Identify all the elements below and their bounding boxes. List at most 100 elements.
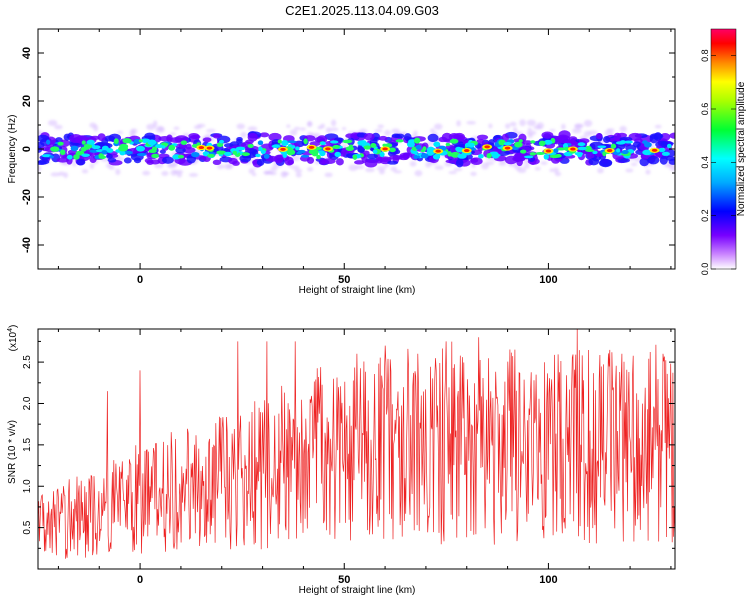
band-cell bbox=[295, 146, 300, 151]
band-cell bbox=[372, 149, 378, 154]
band-speckle bbox=[429, 128, 435, 133]
band-hotspot bbox=[308, 145, 315, 149]
band-cell bbox=[449, 138, 459, 144]
band-cell bbox=[503, 141, 512, 146]
band-cell bbox=[574, 152, 584, 156]
band-speckle bbox=[554, 171, 562, 177]
band-speckle bbox=[38, 165, 42, 172]
band-speckle bbox=[286, 124, 291, 128]
band-speckle bbox=[552, 167, 559, 173]
band-cell bbox=[177, 154, 185, 159]
band-cell bbox=[335, 158, 344, 166]
band-cell bbox=[360, 140, 367, 144]
band-cell bbox=[252, 159, 259, 165]
band-cell bbox=[81, 153, 90, 157]
spectrogram-y-axis-label: Frequency (Hz) bbox=[7, 115, 18, 184]
band-cell bbox=[66, 154, 73, 160]
band-cell bbox=[81, 140, 86, 145]
band-cell bbox=[632, 141, 641, 148]
colorbar-tick-label: 0.6 bbox=[700, 103, 710, 116]
band-cell bbox=[345, 133, 355, 139]
band-speckle bbox=[324, 172, 333, 178]
band-speckle bbox=[154, 163, 164, 169]
band-speckle bbox=[158, 126, 164, 132]
band-cell bbox=[523, 155, 534, 159]
band-cell bbox=[445, 142, 451, 147]
band-cell bbox=[232, 150, 238, 155]
band-speckle bbox=[549, 128, 556, 133]
band-cell bbox=[653, 132, 663, 141]
snr-x-axis-label: Height of straight line (km) bbox=[299, 585, 416, 596]
band-cell bbox=[388, 147, 396, 153]
band-cell bbox=[588, 158, 600, 166]
figure-title: C2E1.2025.113.04.09.G03 bbox=[285, 3, 439, 18]
band-cell bbox=[616, 148, 621, 153]
band-cell bbox=[387, 160, 399, 165]
band-cell bbox=[90, 135, 100, 141]
band-cell bbox=[40, 146, 50, 152]
band-speckle bbox=[505, 123, 511, 129]
snr-multiplier-close: ) bbox=[8, 325, 19, 328]
band-speckle bbox=[413, 130, 418, 135]
band-cell bbox=[300, 154, 310, 158]
band-speckle bbox=[348, 164, 358, 172]
band-cell bbox=[258, 146, 263, 152]
band-cell bbox=[476, 134, 489, 140]
band-cell bbox=[578, 138, 590, 144]
band-cell bbox=[364, 159, 378, 168]
band-cell bbox=[457, 153, 467, 159]
band-speckle bbox=[317, 125, 323, 130]
band-cell bbox=[615, 141, 626, 145]
band-speckle bbox=[654, 124, 662, 129]
band-speckle bbox=[197, 123, 206, 128]
band-hotspot bbox=[545, 149, 552, 153]
band-cell bbox=[216, 150, 227, 155]
band-cell bbox=[375, 157, 383, 164]
band-cell bbox=[49, 155, 55, 159]
band-speckle bbox=[167, 162, 177, 169]
band-hotspot bbox=[206, 146, 213, 150]
band-cell bbox=[263, 153, 270, 159]
band-cell bbox=[241, 152, 250, 157]
y-tick-label: 0 bbox=[21, 146, 33, 152]
band-cell bbox=[362, 150, 370, 157]
band-cell bbox=[271, 144, 281, 149]
band-speckle bbox=[299, 127, 307, 131]
band-cell bbox=[162, 156, 174, 164]
band-speckle bbox=[38, 152, 43, 157]
snr-y-axis-label: SNR (10 * v/v) bbox=[7, 420, 18, 484]
band-speckle bbox=[89, 163, 95, 169]
band-cell bbox=[123, 157, 132, 164]
x-tick-label: 100 bbox=[539, 574, 557, 586]
band-cell bbox=[158, 135, 172, 142]
band-cell bbox=[303, 138, 308, 145]
band-cell bbox=[138, 139, 143, 143]
band-cell bbox=[136, 152, 147, 157]
band-cell bbox=[316, 135, 328, 144]
band-speckle bbox=[434, 123, 443, 130]
band-cell bbox=[543, 153, 549, 160]
band-cell bbox=[661, 151, 670, 156]
band-hotspot bbox=[280, 147, 286, 151]
band-cell bbox=[83, 143, 93, 149]
band-cell bbox=[122, 138, 132, 144]
band-speckle bbox=[583, 130, 592, 138]
band-speckle bbox=[176, 171, 183, 178]
band-cell bbox=[666, 143, 672, 149]
band-speckle bbox=[142, 170, 151, 176]
band-speckle bbox=[561, 123, 566, 130]
band-cell bbox=[599, 158, 613, 167]
band-cell bbox=[389, 154, 404, 160]
band-cell bbox=[379, 151, 385, 158]
band-speckle bbox=[376, 166, 386, 171]
band-cell bbox=[239, 154, 252, 163]
band-speckle bbox=[374, 129, 383, 133]
band-speckle bbox=[485, 161, 495, 165]
band-cell bbox=[342, 139, 353, 144]
y-tick-label: 40 bbox=[21, 47, 33, 59]
band-speckle bbox=[583, 119, 593, 127]
colorbar-ticks: 0.0 0.2 0.4 0.6 0.8 bbox=[700, 49, 736, 275]
band-cell bbox=[332, 144, 341, 149]
band-hotspot bbox=[382, 147, 388, 151]
band-cell bbox=[69, 134, 83, 144]
